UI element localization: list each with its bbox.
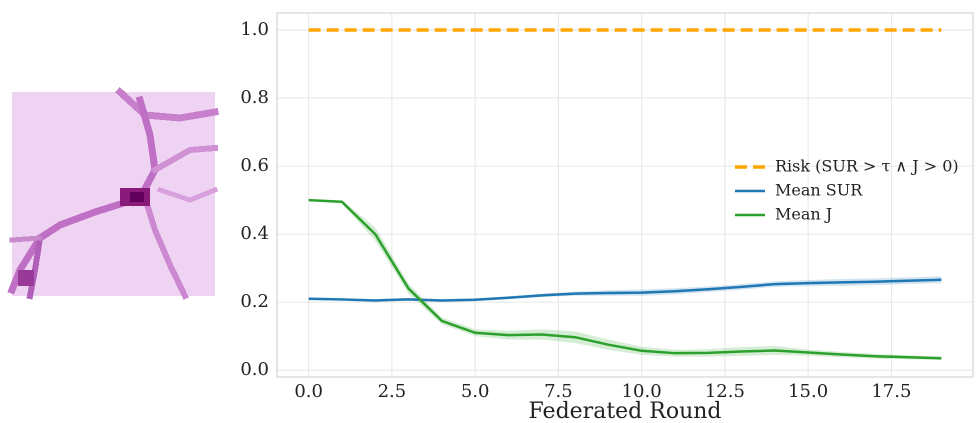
legend-label: Mean J — [775, 205, 832, 224]
legend-label: Risk (SUR > τ ∧ J > 0) — [775, 157, 959, 176]
x-tick-label: 17.5 — [871, 381, 911, 402]
x-tick-label: 10.0 — [622, 381, 662, 402]
y-tick-label: 0.6 — [240, 155, 269, 176]
x-tick-label: 7.5 — [544, 381, 573, 402]
y-tick-label: 0.4 — [240, 223, 269, 244]
plot-area: 0.0 0.2 0.4 0.6 0.8 1.0 0.0 2.5 5.0 7.5 10.0 12.5 15… — [240, 12, 974, 402]
tissue-image — [7, 87, 220, 301]
y-tick-label: 0.8 — [240, 87, 269, 108]
y-tick-label: 0.0 — [240, 359, 269, 380]
legend-label: Mean SUR — [775, 181, 863, 200]
x-tick-label: 0.0 — [294, 381, 323, 402]
plot-frame — [276, 12, 974, 378]
x-tick-label: 15.0 — [788, 381, 828, 402]
y-tick-label: 1.0 — [240, 19, 269, 40]
x-axis-label: Federated Round — [529, 399, 722, 423]
x-tick-label: 12.5 — [705, 381, 745, 402]
x-tick-label: 5.0 — [461, 381, 490, 402]
line — [308, 278, 942, 302]
line — [308, 198, 942, 360]
x-tick-label: 2.5 — [378, 381, 407, 402]
y-tick-label: 0.2 — [240, 291, 269, 312]
